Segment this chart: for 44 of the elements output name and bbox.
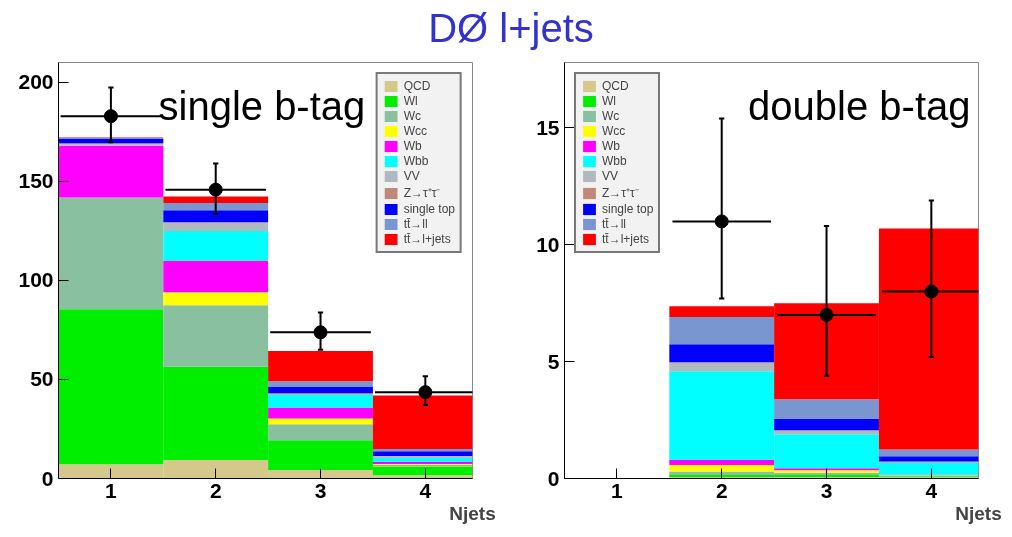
legend-label: Wl [403, 94, 419, 108]
legend-label: VV [403, 169, 421, 183]
y-tick-label: 0 [547, 466, 560, 490]
legend-label: Wcc [403, 124, 427, 138]
annotation: double b-tag [748, 83, 971, 128]
y-tick-label: 200 [18, 70, 54, 94]
legend-label: Wbb [602, 154, 627, 168]
legend-label: Wcc [602, 124, 626, 138]
x-tick-label: 2 [715, 478, 728, 502]
x-axis-title: Njets [449, 502, 496, 524]
y-tick-label: 150 [18, 169, 54, 193]
chart-title: DØ l+jets [428, 5, 594, 51]
legend-label: Z→τ⁺τ⁻ [403, 185, 441, 201]
x-tick-label: 1 [611, 478, 624, 502]
legend-label: QCD [403, 79, 431, 93]
x-tick-label: 4 [925, 478, 938, 502]
x-tick-label: 3 [820, 478, 833, 502]
y-tick-label: 5 [547, 349, 560, 373]
legend-label: tt̄→l+jets [403, 232, 451, 246]
legend-label: Wb [602, 139, 621, 153]
legend-label: Wc [403, 109, 422, 123]
legend-label: Wbb [403, 154, 429, 168]
legend-label: Z→τ⁺τ⁻ [602, 185, 639, 201]
y-tick-label: 50 [30, 367, 54, 391]
y-tick-label: 100 [18, 268, 54, 292]
legend-label: single top [403, 202, 455, 216]
y-tick-label: 10 [536, 232, 560, 256]
legend-label: Wl [602, 94, 617, 108]
y-tick-label: 0 [41, 466, 54, 490]
x-tick-label: 4 [419, 478, 432, 502]
legend-label: VV [602, 169, 619, 183]
legend-label: Wb [403, 139, 423, 153]
legend-label: tt̄→l+jets [602, 232, 650, 246]
legend-label: tt̄→ll [602, 217, 626, 231]
legend-label: QCD [602, 79, 629, 93]
legend-label: tt̄→ll [403, 217, 428, 231]
x-tick-label: 3 [314, 478, 327, 502]
x-axis-title: Njets [955, 502, 1002, 524]
y-tick-label: 15 [536, 115, 560, 139]
x-tick-label: 1 [105, 478, 118, 502]
legend-label: single top [602, 202, 654, 216]
legend-label: Wc [602, 109, 621, 123]
x-tick-label: 2 [209, 478, 222, 502]
annotation: single b-tag [158, 83, 366, 128]
